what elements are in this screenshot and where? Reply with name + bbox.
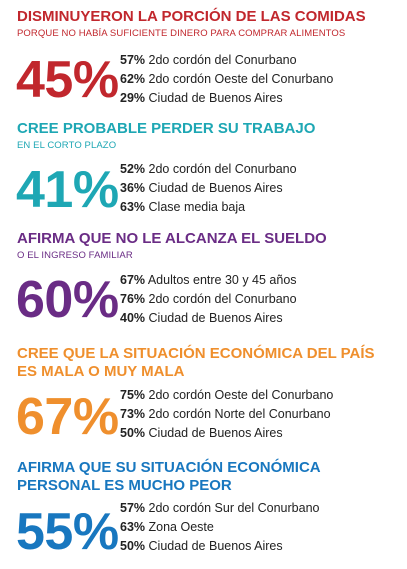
breakdown-row: 29% Ciudad de Buenos Aires <box>120 89 333 108</box>
row-percentage: 36% <box>120 181 146 195</box>
breakdown-row: 76% 2do cordón del Conurbano <box>120 290 297 309</box>
row-label: Ciudad de Buenos Aires <box>148 311 283 325</box>
breakdown-list: 57% 2do cordón del Conurbano 62% 2do cor… <box>120 51 333 108</box>
breakdown-row: 73% 2do cordón Norte del Conurbano <box>120 405 333 424</box>
block-title: CREE PROBABLE PERDER SU TRABAJO <box>17 120 316 137</box>
block-title: AFIRMA QUE NO LE ALCANZA EL SUELDO <box>17 230 327 247</box>
breakdown-row: 40% Ciudad de Buenos Aires <box>120 309 297 328</box>
breakdown-list: 52% 2do cordón del Conurbano 36% Ciudad … <box>120 160 297 217</box>
row-percentage: 73% <box>120 407 146 421</box>
row-label: 2do cordón del Conurbano <box>148 162 297 176</box>
breakdown-row: 75% 2do cordón Oeste del Conurbano <box>120 386 333 405</box>
breakdown-row: 50% Ciudad de Buenos Aires <box>120 537 319 556</box>
headline-percentage: 55% <box>16 503 119 561</box>
row-label: 2do cordón del Conurbano <box>148 53 297 67</box>
block-subtitle: PORQUE NO HABÍA SUFICIENTE DINERO PARA C… <box>17 28 346 39</box>
row-label: Zona Oeste <box>148 520 214 534</box>
row-label: Adultos entre 30 y 45 años <box>147 273 297 287</box>
row-percentage: 50% <box>120 426 146 440</box>
breakdown-row: 57% 2do cordón del Conurbano <box>120 51 333 70</box>
breakdown-list: 67% Adultos entre 30 y 45 años 76% 2do c… <box>120 271 297 328</box>
row-label: 2do cordón del Conurbano <box>148 292 297 306</box>
headline-percentage: 60% <box>16 271 119 329</box>
row-label: Ciudad de Buenos Aires <box>148 181 283 195</box>
row-label: 2do cordón Norte del Conurbano <box>148 407 331 421</box>
breakdown-row: 57% 2do cordón Sur del Conurbano <box>120 499 319 518</box>
block-subtitle: O EL INGRESO FAMILIAR <box>17 250 133 261</box>
headline-percentage: 67% <box>16 388 119 446</box>
row-label: 2do cordón Oeste del Conurbano <box>148 72 334 86</box>
row-percentage: 63% <box>120 200 146 214</box>
block-title-line-2: ES MALA O MUY MALA <box>17 363 185 380</box>
block-title: CREE QUE LA SITUACIÓN ECONÓMICA DEL PAÍS <box>17 345 375 362</box>
row-label: Ciudad de Buenos Aires <box>148 426 283 440</box>
breakdown-row: 36% Ciudad de Buenos Aires <box>120 179 297 198</box>
row-percentage: 52% <box>120 162 146 176</box>
block-subtitle: EN EL CORTO PLAZO <box>17 140 117 151</box>
row-label: Ciudad de Buenos Aires <box>148 539 283 553</box>
row-percentage: 76% <box>120 292 146 306</box>
row-percentage: 63% <box>120 520 146 534</box>
row-label: 2do cordón Oeste del Conurbano <box>148 388 334 402</box>
headline-percentage: 45% <box>16 51 119 109</box>
row-label: Clase media baja <box>148 200 246 214</box>
breakdown-row: 52% 2do cordón del Conurbano <box>120 160 297 179</box>
row-percentage: 67% <box>120 273 146 287</box>
breakdown-row: 50% Ciudad de Buenos Aires <box>120 424 333 443</box>
row-percentage: 57% <box>120 501 146 515</box>
block-title: DISMINUYERON LA PORCIÓN DE LAS COMIDAS <box>17 8 366 25</box>
breakdown-list: 75% 2do cordón Oeste del Conurbano 73% 2… <box>120 386 333 443</box>
breakdown-list: 57% 2do cordón Sur del Conurbano 63% Zon… <box>120 499 319 556</box>
row-label: 2do cordón Sur del Conurbano <box>148 501 320 515</box>
row-percentage: 29% <box>120 91 146 105</box>
breakdown-row: 62% 2do cordón Oeste del Conurbano <box>120 70 333 89</box>
row-percentage: 62% <box>120 72 146 86</box>
block-title: AFIRMA QUE SU SITUACIÓN ECONÓMICA <box>17 459 321 476</box>
block-title-line-2: PERSONAL ES MUCHO PEOR <box>17 477 232 494</box>
row-percentage: 75% <box>120 388 146 402</box>
headline-percentage: 41% <box>16 161 119 219</box>
breakdown-row: 67% Adultos entre 30 y 45 años <box>120 271 297 290</box>
row-percentage: 40% <box>120 311 146 325</box>
breakdown-row: 63% Zona Oeste <box>120 518 319 537</box>
row-label: Ciudad de Buenos Aires <box>148 91 283 105</box>
breakdown-row: 63% Clase media baja <box>120 198 297 217</box>
row-percentage: 50% <box>120 539 146 553</box>
row-percentage: 57% <box>120 53 146 67</box>
